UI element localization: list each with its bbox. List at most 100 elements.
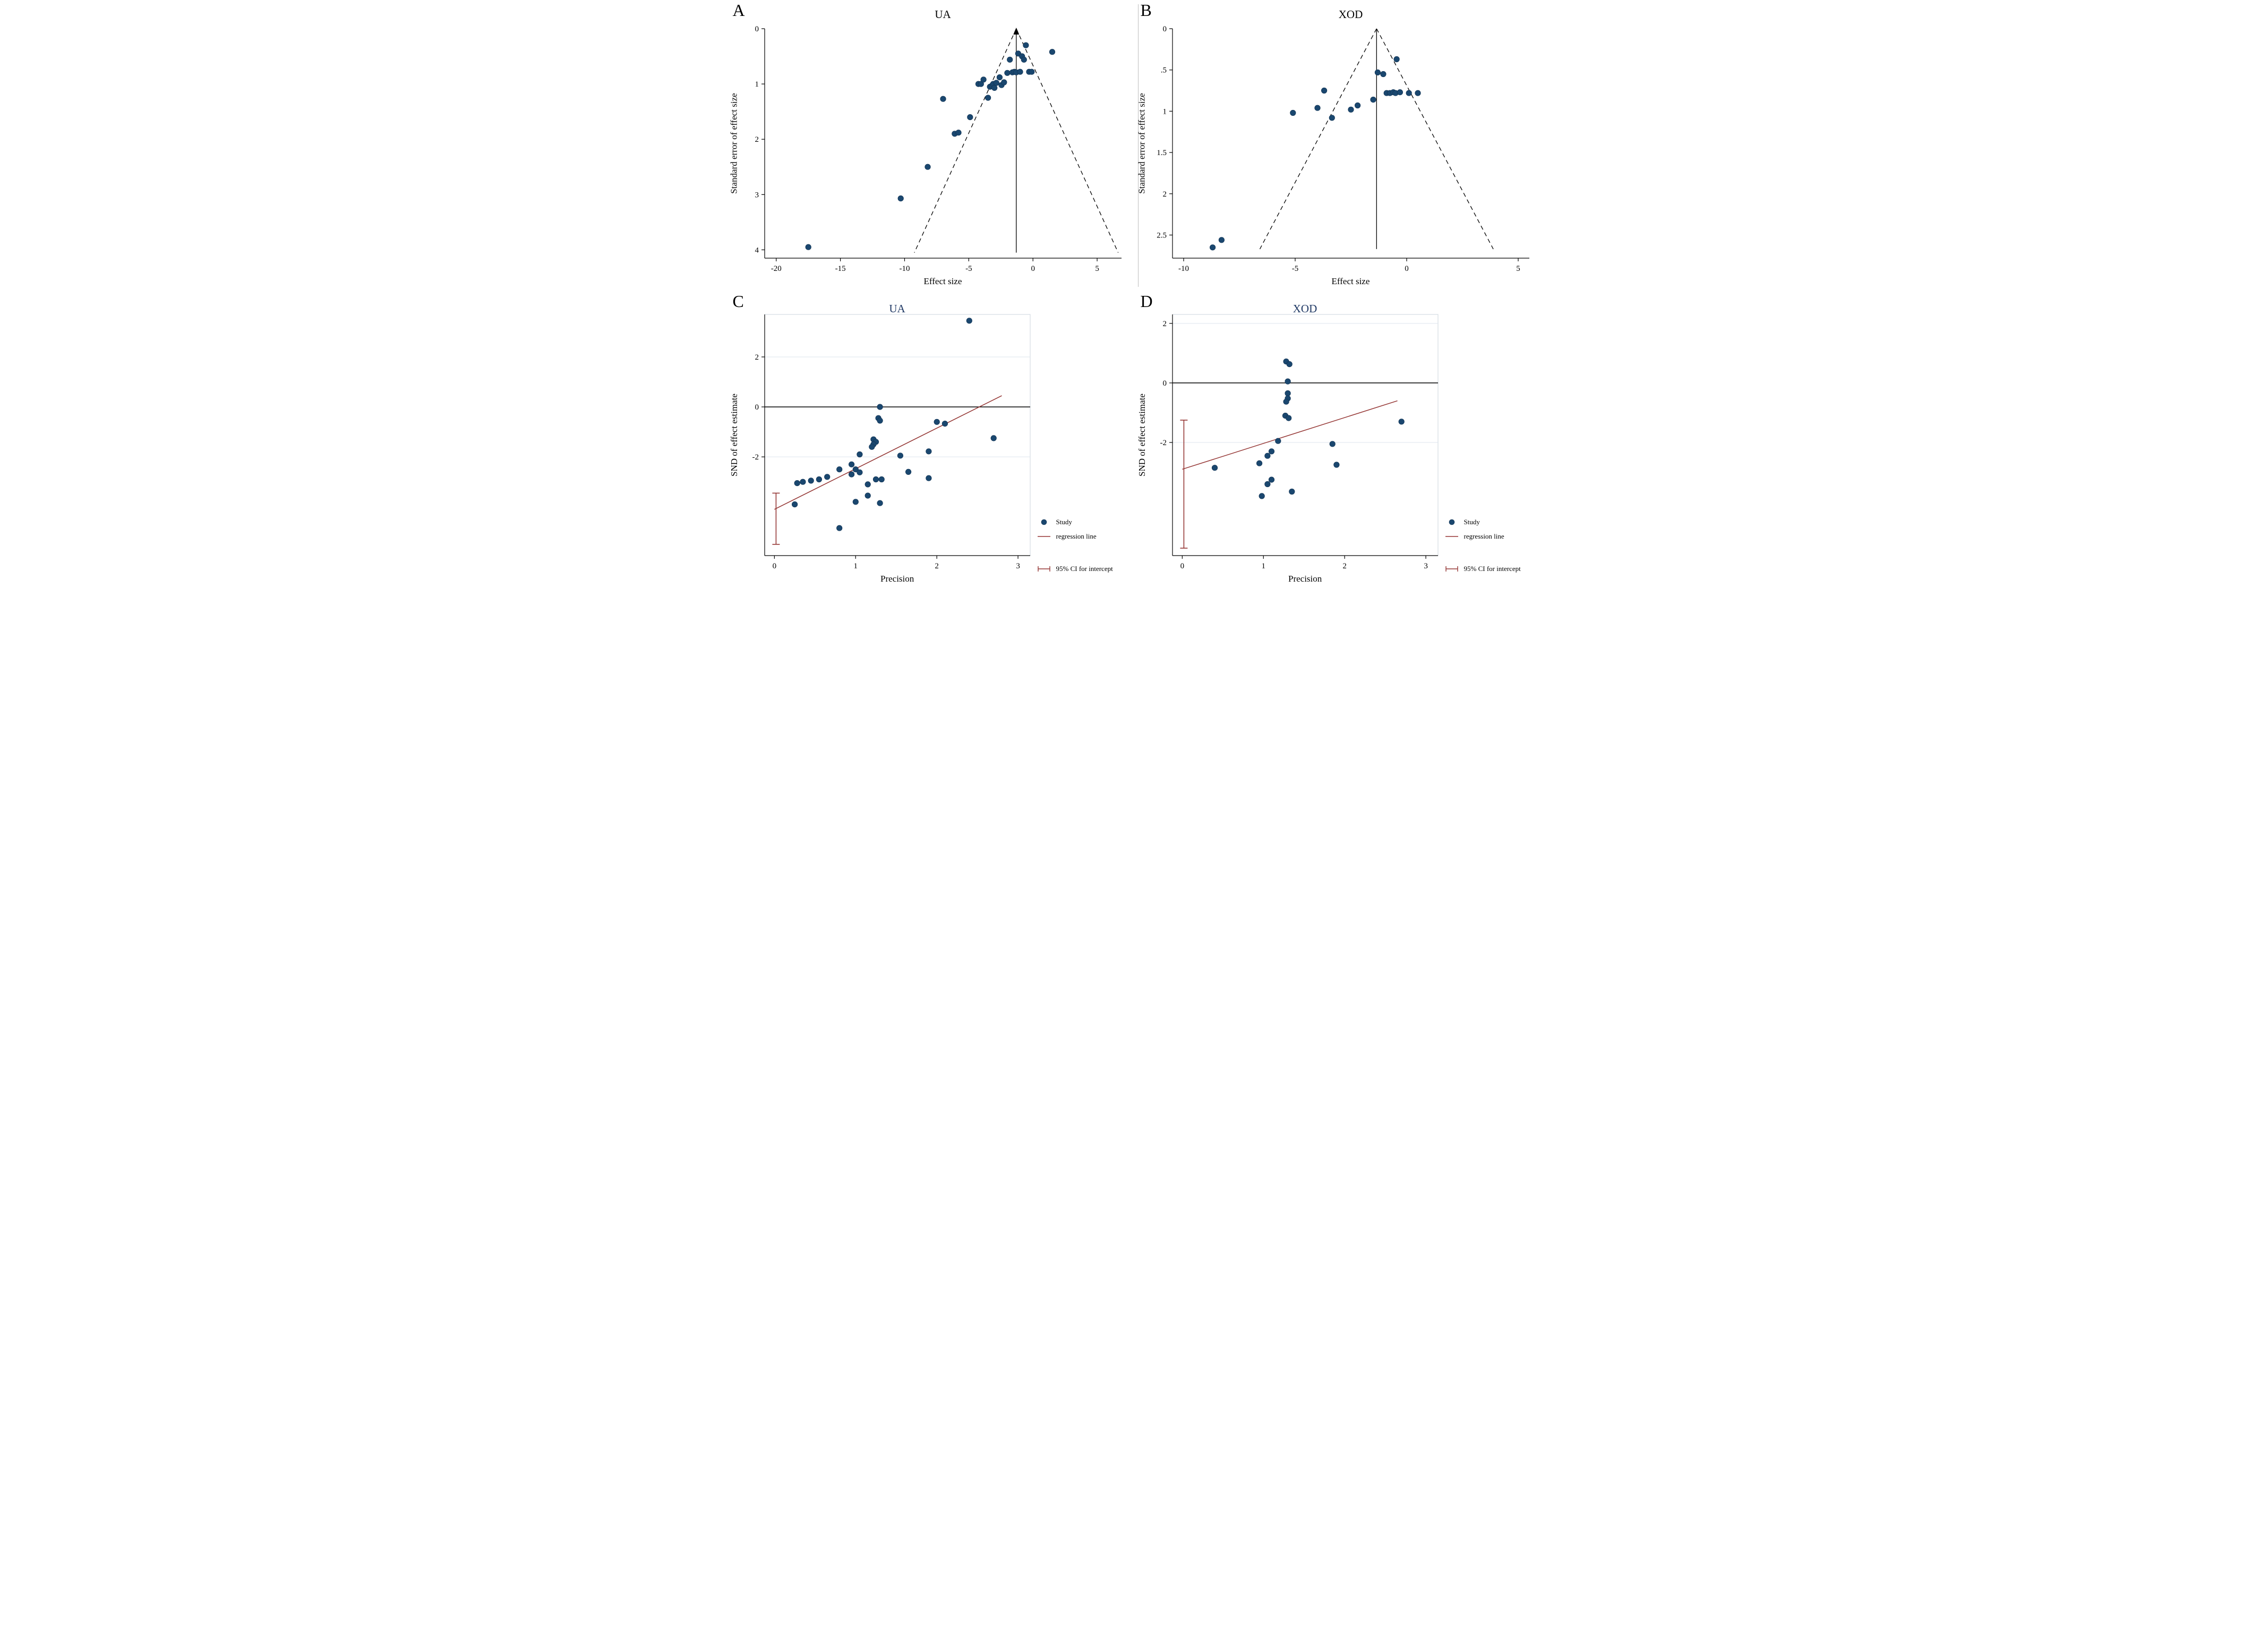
study-point [1283,398,1289,405]
svg-text:-2: -2 [752,453,759,462]
regression-line-icon [1444,533,1459,540]
panel-title: XOD [1338,8,1363,21]
svg-text:3: 3 [1016,562,1020,570]
svg-text:.5: .5 [1160,66,1166,75]
axes: 0 1 2 3 4 -20 -15 -10 -5 0 5 [755,25,1122,273]
egger-plot-svg: 2 0 -2 0 1 2 3 [1160,314,1438,570]
legend-item-study: Study [1444,518,1539,526]
study-point [836,525,842,531]
study-point [878,476,885,483]
panel-a-funnel-ua: A UA Standard error of effect size Effec… [726,0,1134,291]
study-point [1288,488,1295,495]
panel-title: XOD [1293,302,1317,315]
svg-text:2: 2 [755,135,759,144]
x-axis-label: Precision [880,574,914,584]
svg-text:0: 0 [1162,379,1167,388]
study-point [955,130,962,136]
legend-item-study: Study [1037,518,1131,526]
study-point [824,474,830,480]
study-point [990,435,997,441]
study-point [985,95,991,101]
study-point [872,476,879,483]
study-point [897,453,903,459]
study-point [905,468,911,475]
study-point [993,80,999,86]
panel-title: UA [935,8,951,21]
panel-divider [1137,4,1139,287]
svg-text:2: 2 [755,353,759,362]
legend-regression-label: regression line [1463,532,1504,540]
study-point [1333,462,1340,468]
study-point [791,501,798,508]
study-point [1329,441,1336,447]
funnel-plot-svg: 0 1 2 3 4 -20 -15 -10 -5 0 5 [755,25,1122,273]
study-point [939,96,946,102]
study-point [1006,56,1013,63]
study-point [1264,453,1270,459]
center-line-arrow [1013,28,1019,35]
study-point [924,164,931,170]
svg-text:3: 3 [1424,562,1428,570]
study-point [868,444,875,450]
svg-text:5: 5 [1516,265,1520,273]
study-point [848,471,854,478]
svg-text:0: 0 [1180,562,1184,570]
svg-text:2: 2 [935,562,939,570]
regression-line [774,395,1002,510]
data-points [805,42,1055,250]
study-point [799,479,806,485]
svg-text:4: 4 [755,246,759,254]
legend-item-regression: regression line [1444,532,1539,541]
data-points [1209,56,1421,251]
study-point [1211,465,1218,471]
study-point [1268,476,1274,483]
study-point [1354,102,1360,109]
axes: 2 0 -2 0 1 2 3 [1160,314,1438,570]
svg-text:0: 0 [755,403,759,412]
legend: Study regression line 95% CI for interce… [1444,518,1539,579]
study-point [856,469,862,475]
legend-ci-label: 95% CI for intercept [1463,565,1521,573]
data-points [791,318,997,531]
study-point [877,417,883,424]
svg-text:1: 1 [1162,107,1167,116]
plot-area: 0 .5 1 1.5 2 2.5 -10 -5 0 5 [1134,0,1542,291]
legend-item-ci: 95% CI for intercept [1444,565,1539,573]
study-point [1393,56,1400,63]
legend-study-label: Study [1463,518,1480,526]
svg-text:-5: -5 [965,265,972,273]
legend-study-label: Study [1056,518,1072,526]
study-point [1314,105,1321,111]
study-point [1347,106,1354,113]
svg-text:2: 2 [1342,562,1347,570]
plot-area: 2 0 -2 0 1 2 3 [1134,291,1542,592]
pseudo-ci-funnel-lines [1259,28,1494,250]
study-point [1321,87,1327,94]
svg-text:1: 1 [853,562,858,570]
study-point [805,244,811,250]
svg-text:-15: -15 [835,265,845,273]
study-point [1256,460,1262,466]
study-point [808,478,814,484]
ci-intercept-bar [772,492,780,545]
study-point [1049,49,1055,55]
panel-letter: D [1140,292,1153,311]
panel-b-funnel-xod: B XOD Standard error of effect size Effe… [1134,0,1542,291]
svg-text:0: 0 [755,25,759,33]
study-point [966,318,972,324]
study-point [934,419,940,425]
study-point [877,404,883,410]
study-point [942,421,948,427]
svg-text:2: 2 [1162,320,1167,328]
regression-line [1182,400,1398,470]
legend: Study regression line 95% CI for interce… [1037,518,1131,579]
study-point-icon [1444,518,1459,526]
study-point [1285,415,1291,421]
study-point [794,480,800,487]
study-point [991,84,997,91]
study-point [1285,378,1291,385]
study-point [925,475,932,481]
four-panel-funnel-figure: A UA Standard error of effect size Effec… [726,0,1542,592]
legend-ci-label: 95% CI for intercept [1056,565,1113,573]
